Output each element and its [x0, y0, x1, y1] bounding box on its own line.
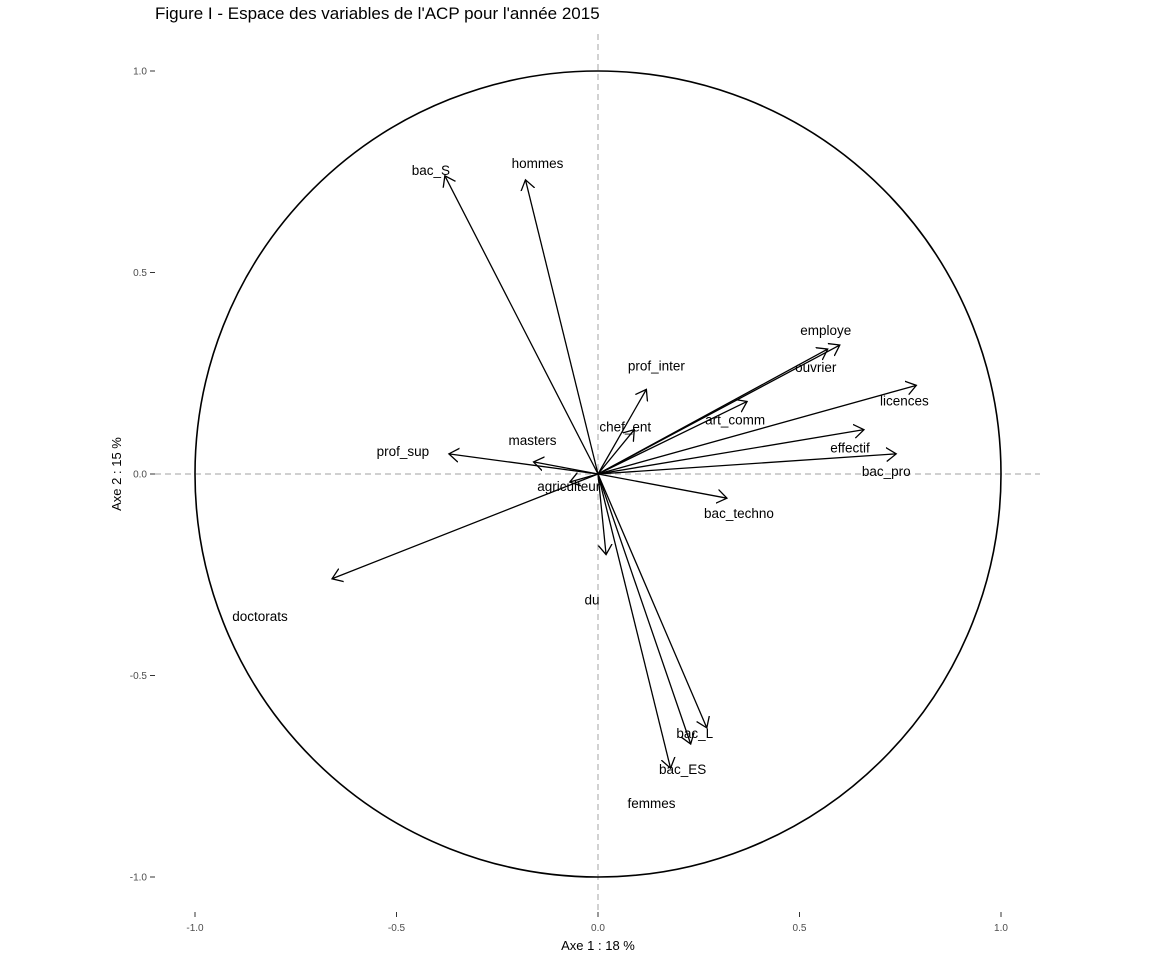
arrow-bac-techno	[597, 473, 727, 498]
label-agriculteur: agriculteur	[537, 479, 601, 494]
label-ouvrier: ouvrier	[795, 360, 837, 375]
label-hommes: hommes	[512, 156, 564, 171]
label-bac-ES: bac_ES	[659, 762, 706, 777]
x-tick-label: -0.5	[388, 923, 406, 934]
label-effectif: effectif	[830, 441, 870, 456]
arrow-licences	[597, 385, 916, 475]
label-licences: licences	[880, 393, 929, 408]
arrow-bac-pro	[597, 454, 896, 475]
label-bac-pro: bac_pro	[862, 464, 911, 479]
arrow-femmes	[597, 473, 671, 768]
y-tick-label: -1.0	[130, 873, 148, 884]
label-chef-ent: chef_ent	[599, 420, 651, 435]
label-du: du	[585, 593, 600, 608]
arrow-art-comm	[597, 401, 747, 475]
arrow-chef-ent	[597, 430, 634, 475]
label-art-comm: art_comm	[705, 412, 765, 427]
label-bac-S: bac_S	[412, 163, 450, 178]
axes-layer: -1.0 -0.5 0.0 0.5 1.0 -1.0 -0.5 0.0 0.5 1.0	[130, 67, 1009, 935]
y-tick-label: 0.5	[133, 268, 147, 279]
label-bac-techno: bac_techno	[704, 506, 774, 521]
label-femmes: femmes	[628, 796, 676, 811]
label-prof-sup: prof_sup	[377, 444, 430, 459]
x-tick-label: 0.0	[591, 923, 605, 934]
arrow-bac-S	[445, 176, 599, 475]
arrow-effectif	[597, 430, 864, 475]
arrow-prof-inter	[597, 389, 646, 475]
y-tick-label: 1.0	[133, 67, 147, 78]
x-tick-label: -1.0	[186, 923, 204, 934]
label-masters: masters	[509, 433, 557, 448]
arrow-ouvrier	[597, 349, 828, 475]
x-tick-label: 1.0	[994, 923, 1008, 934]
correlation-circle	[194, 70, 1002, 878]
y-tick-label: 0.0	[133, 470, 147, 481]
arrow-doctorats	[332, 473, 599, 579]
unit-circle	[194, 70, 1002, 878]
label-employe: employe	[800, 323, 851, 338]
arrow-bac-L	[597, 473, 707, 728]
arrow-du	[597, 473, 606, 555]
chart-title: Figure I - Espace des variables de l'ACP…	[155, 4, 600, 23]
arrow-bac-ES	[597, 473, 691, 744]
variable-labels: bac_S hommes employe ouvrier licences prof_in…	[232, 156, 929, 811]
label-doctorats: doctorats	[232, 609, 288, 624]
variable-arrows	[332, 176, 916, 768]
x-tick-label: 0.5	[793, 923, 807, 934]
x-axis-title: Axe 1 : 18 %	[561, 938, 635, 953]
label-prof-inter: prof_inter	[628, 358, 686, 373]
y-axis-title: Axe 2 : 15 %	[109, 437, 124, 511]
y-tick-label: -0.5	[130, 671, 148, 682]
label-bac-L: bac_L	[676, 726, 713, 741]
arrow-prof-sup	[449, 454, 599, 475]
arrow-hommes	[525, 180, 599, 475]
